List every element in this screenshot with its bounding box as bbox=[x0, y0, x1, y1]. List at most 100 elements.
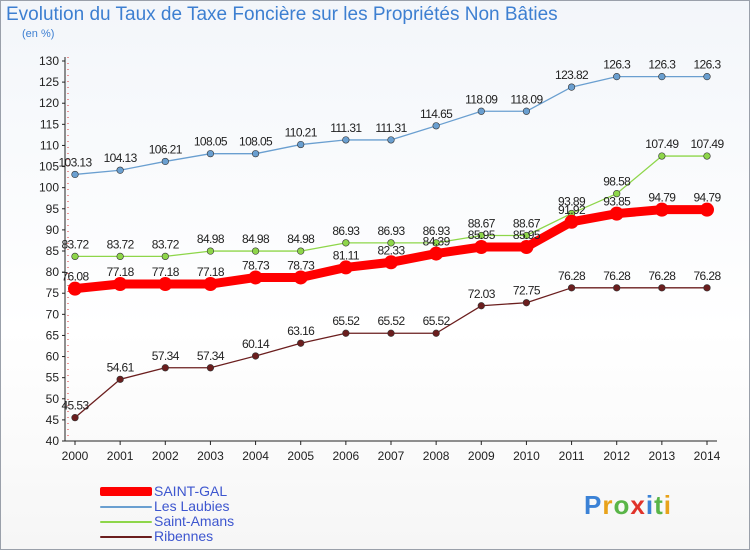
data-point bbox=[297, 247, 305, 255]
data-point bbox=[206, 150, 215, 158]
y-tick-label: 60 bbox=[46, 350, 60, 364]
data-point bbox=[158, 277, 173, 292]
data-point bbox=[71, 170, 79, 179]
data-point bbox=[564, 214, 579, 229]
y-tick-label: 125 bbox=[39, 75, 59, 89]
data-point bbox=[567, 284, 576, 292]
legend-swatch bbox=[100, 521, 152, 523]
y-tick-label: 50 bbox=[46, 392, 60, 406]
data-point bbox=[432, 239, 440, 247]
data-point bbox=[613, 284, 621, 292]
data-label: 103.13 bbox=[58, 155, 92, 169]
data-point bbox=[432, 329, 440, 337]
data-point bbox=[522, 231, 531, 240]
data-point bbox=[251, 247, 260, 255]
data-label: 63.16 bbox=[287, 324, 315, 338]
x-tick-label: 2006 bbox=[333, 449, 360, 463]
data-point bbox=[71, 414, 79, 422]
data-point bbox=[613, 190, 621, 198]
x-tick-label: 2004 bbox=[242, 449, 269, 463]
y-tick-label: 95 bbox=[46, 202, 60, 216]
legend-swatch bbox=[100, 506, 152, 508]
data-point bbox=[429, 246, 444, 261]
data-point bbox=[654, 202, 669, 217]
logo-letter: t bbox=[654, 490, 664, 520]
data-label: 106.21 bbox=[149, 142, 183, 156]
data-label: 57.34 bbox=[197, 349, 225, 363]
legend-swatch bbox=[100, 487, 152, 496]
data-point bbox=[203, 277, 218, 292]
x-tick-label: 2011 bbox=[559, 449, 585, 463]
data-point bbox=[113, 277, 128, 292]
x-tick-label: 2010 bbox=[513, 449, 540, 463]
data-point bbox=[251, 150, 260, 158]
data-label: 76.28 bbox=[648, 269, 676, 283]
data-point bbox=[477, 107, 485, 115]
data-point bbox=[522, 107, 531, 115]
data-label: 45.53 bbox=[61, 399, 89, 413]
data-point bbox=[477, 302, 485, 310]
data-point bbox=[387, 329, 395, 337]
data-label: 83.72 bbox=[152, 237, 180, 251]
y-tick-label: 115 bbox=[40, 117, 59, 131]
x-tick-label: 2000 bbox=[62, 449, 89, 463]
data-label: 78.73 bbox=[287, 258, 315, 272]
data-point bbox=[477, 231, 485, 240]
data-label: 65.52 bbox=[332, 314, 360, 328]
data-label: 86.93 bbox=[332, 224, 360, 238]
unit-label: (en %) bbox=[22, 28, 55, 40]
chart-title: Evolution du Taux de Taxe Foncière sur l… bbox=[6, 4, 558, 25]
data-label: 86.93 bbox=[377, 224, 405, 238]
data-point bbox=[297, 339, 305, 347]
y-tick-label: 70 bbox=[46, 307, 60, 321]
data-label: 82.33 bbox=[377, 243, 405, 257]
x-tick-label: 2014 bbox=[694, 449, 721, 463]
logo-letter: i bbox=[645, 490, 655, 520]
data-point bbox=[609, 206, 624, 221]
data-label: 77.18 bbox=[152, 265, 180, 279]
chart-legend: SAINT-GAL Les Laubies Saint-Amans Ribennes bbox=[100, 483, 320, 544]
x-tick-label: 2003 bbox=[197, 449, 224, 463]
data-point bbox=[161, 252, 169, 261]
data-label: 84.98 bbox=[242, 232, 270, 246]
x-tick-label: 2008 bbox=[423, 449, 450, 463]
data-point bbox=[658, 284, 666, 292]
data-label: 72.03 bbox=[468, 287, 496, 301]
data-label: 118.09 bbox=[510, 92, 543, 106]
data-point bbox=[206, 364, 215, 372]
data-point bbox=[116, 252, 124, 261]
data-label: 60.14 bbox=[242, 337, 270, 351]
legend-item: Les Laubies bbox=[100, 498, 320, 514]
data-label: 123.82 bbox=[555, 68, 589, 82]
logo-letter: i bbox=[663, 490, 672, 520]
data-label: 126.3 bbox=[693, 58, 721, 72]
data-point bbox=[613, 73, 621, 81]
data-point bbox=[161, 157, 169, 166]
data-point bbox=[251, 352, 260, 360]
data-label: 76.28 bbox=[558, 269, 586, 283]
data-label: 94.79 bbox=[648, 191, 676, 205]
data-point bbox=[522, 299, 531, 307]
data-label: 93.85 bbox=[603, 195, 631, 209]
y-tick-label: 40 bbox=[46, 434, 60, 448]
x-tick-label: 2013 bbox=[649, 449, 676, 463]
data-label: 84.98 bbox=[287, 232, 315, 246]
data-label: 77.18 bbox=[107, 265, 135, 279]
data-label: 118.09 bbox=[465, 92, 498, 106]
data-point bbox=[387, 239, 395, 247]
legend-label: Les Laubies bbox=[154, 498, 230, 514]
data-label: 85.95 bbox=[468, 228, 496, 242]
data-label: 111.31 bbox=[375, 121, 407, 135]
data-label: 83.72 bbox=[61, 237, 89, 251]
legend-swatch bbox=[100, 536, 152, 538]
legend-label: Ribennes bbox=[154, 528, 214, 544]
data-label: 84.98 bbox=[197, 232, 225, 246]
y-tick-label: 65 bbox=[46, 328, 60, 342]
data-point bbox=[519, 239, 534, 254]
y-tick-label: 45 bbox=[46, 413, 60, 427]
data-label: 126.3 bbox=[603, 58, 631, 72]
data-label: 110.21 bbox=[285, 126, 318, 140]
data-point bbox=[206, 247, 215, 255]
data-label: 98.58 bbox=[603, 175, 631, 189]
